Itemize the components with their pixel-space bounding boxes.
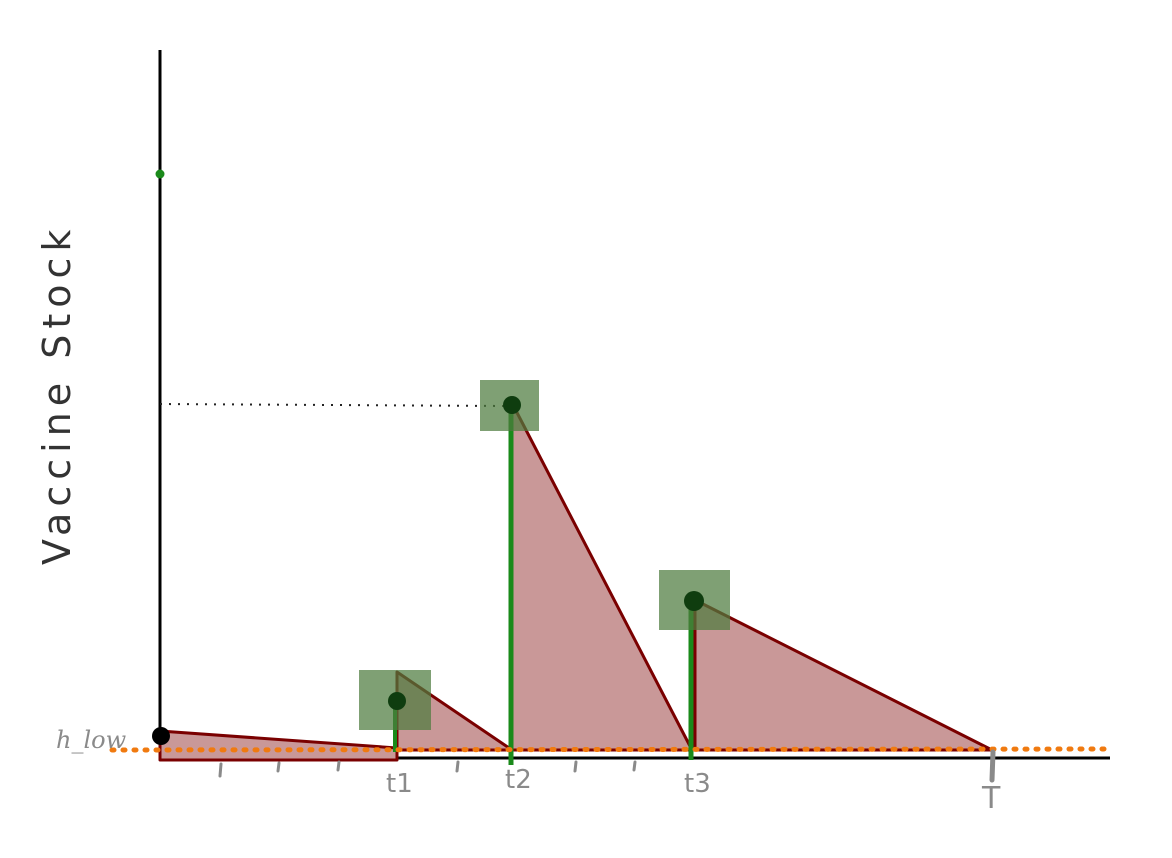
x-tick (632, 760, 637, 772)
x-axis-ticks (218, 749, 996, 783)
time-label-t1: t1 (386, 769, 413, 799)
origin-marker (152, 727, 170, 745)
peak-markers (388, 396, 704, 710)
y-axis-marker-dot (155, 169, 165, 179)
peak-marker-t2 (503, 396, 521, 414)
time-label-T: T (981, 781, 1001, 816)
y-axis-label: Vaccine Stock (35, 224, 79, 565)
x-tick (218, 762, 223, 778)
peak-reference-line (159, 403, 506, 407)
x-tick (276, 761, 281, 773)
time-label-t3: t3 (684, 769, 711, 799)
stock-curve (158, 401, 994, 762)
time-label-t2: t2 (505, 765, 532, 795)
peak-marker-t3 (684, 591, 704, 611)
x-tick (336, 760, 341, 772)
low-threshold-line (109, 746, 1115, 753)
stock-segment-1 (158, 729, 399, 762)
x-tick (573, 760, 578, 773)
peak-marker-t1 (388, 692, 406, 710)
stock-segment-4 (693, 598, 994, 752)
low-threshold-label: h_low (56, 726, 127, 754)
x-tick (455, 760, 460, 773)
time-labels: t1 t2 t3 T (386, 765, 1001, 816)
x-tick (989, 749, 996, 783)
